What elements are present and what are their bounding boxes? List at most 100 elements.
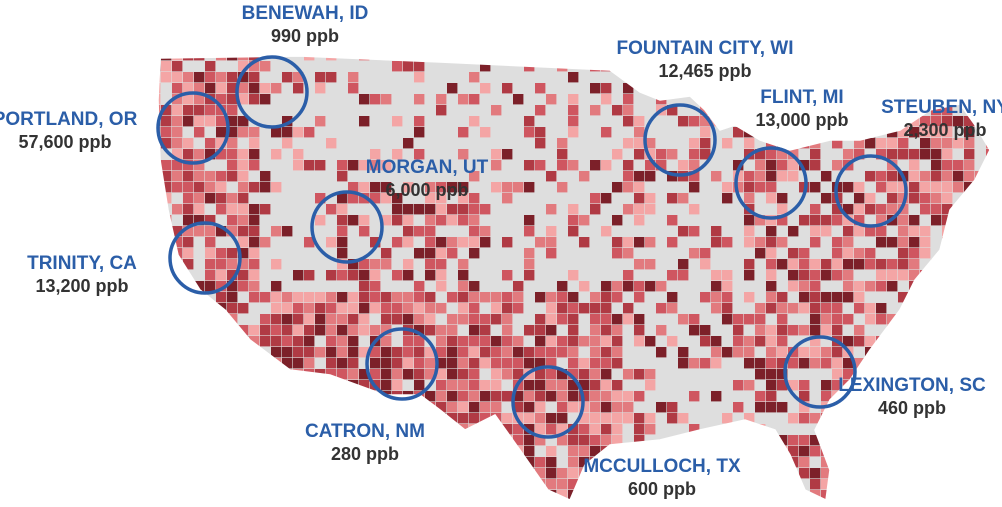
county: [931, 457, 942, 468]
county: [480, 457, 491, 468]
county: [964, 56, 975, 61]
county: [359, 292, 370, 303]
county: [887, 193, 898, 204]
county: [590, 413, 601, 424]
county: [744, 314, 755, 325]
county: [337, 204, 348, 215]
county: [590, 314, 601, 325]
county: [656, 325, 667, 336]
county: [810, 61, 821, 72]
county: [975, 292, 986, 303]
county: [876, 347, 887, 358]
county: [348, 347, 359, 358]
county: [975, 83, 986, 94]
county: [447, 347, 458, 358]
county: [568, 160, 579, 171]
county: [183, 303, 194, 314]
county: [887, 259, 898, 270]
county: [557, 468, 568, 479]
county: [161, 424, 172, 435]
county: [172, 127, 183, 138]
county: [766, 193, 777, 204]
county: [158, 347, 161, 358]
county: [370, 303, 381, 314]
county: [623, 116, 634, 127]
county: [227, 248, 238, 259]
county: [183, 83, 194, 94]
county: [986, 303, 990, 314]
county: [909, 127, 920, 138]
county: [777, 435, 788, 446]
county: [876, 490, 887, 500]
county: [579, 490, 590, 500]
location-ring: [365, 327, 439, 401]
county: [414, 380, 425, 391]
county: [689, 325, 700, 336]
county: [469, 446, 480, 457]
county: [370, 182, 381, 193]
county: [964, 138, 975, 149]
county: [205, 303, 216, 314]
county: [689, 138, 700, 149]
county: [458, 501, 468, 507]
county: [161, 479, 172, 490]
county: [557, 160, 568, 171]
county: [260, 479, 271, 490]
county: [326, 270, 337, 281]
county: [854, 292, 865, 303]
county: [535, 391, 546, 402]
county: [755, 248, 766, 259]
county: [447, 215, 458, 226]
county: [238, 215, 249, 226]
county: [766, 325, 777, 336]
county: [579, 380, 590, 391]
county: [733, 490, 744, 500]
county: [755, 72, 766, 83]
county: [238, 204, 249, 215]
county: [172, 138, 183, 149]
county: [535, 347, 546, 358]
county: [183, 369, 194, 380]
county: [601, 413, 612, 424]
county: [249, 325, 260, 336]
county: [964, 347, 975, 358]
county: [161, 237, 172, 248]
county: [293, 127, 304, 138]
county: [997, 446, 1002, 456]
county: [755, 336, 766, 347]
county: [216, 468, 227, 479]
county: [590, 391, 601, 402]
county: [865, 248, 876, 259]
county: [172, 237, 183, 248]
county: [205, 138, 216, 149]
county: [953, 248, 964, 259]
county: [579, 303, 590, 314]
location-name: PORTLAND, OR: [0, 109, 138, 130]
county: [546, 380, 557, 391]
location-name: STEUBEN, NY: [881, 97, 1002, 118]
county: [920, 479, 931, 490]
county: [205, 149, 216, 160]
county: [766, 259, 777, 270]
county: [975, 270, 986, 281]
county: [997, 215, 1002, 225]
county: [931, 490, 942, 500]
county: [920, 468, 931, 479]
county: [183, 259, 194, 270]
county: [194, 479, 205, 490]
county: [953, 281, 964, 292]
county: [183, 402, 194, 413]
county: [238, 83, 249, 94]
county: [898, 314, 909, 325]
county: [293, 402, 304, 413]
county: [909, 56, 920, 61]
county: [447, 501, 457, 507]
county: [634, 149, 645, 160]
county: [777, 193, 788, 204]
county: [260, 336, 271, 347]
county: [194, 83, 205, 94]
county: [348, 83, 359, 94]
county: [865, 435, 876, 446]
county: [458, 413, 469, 424]
county: [502, 391, 513, 402]
